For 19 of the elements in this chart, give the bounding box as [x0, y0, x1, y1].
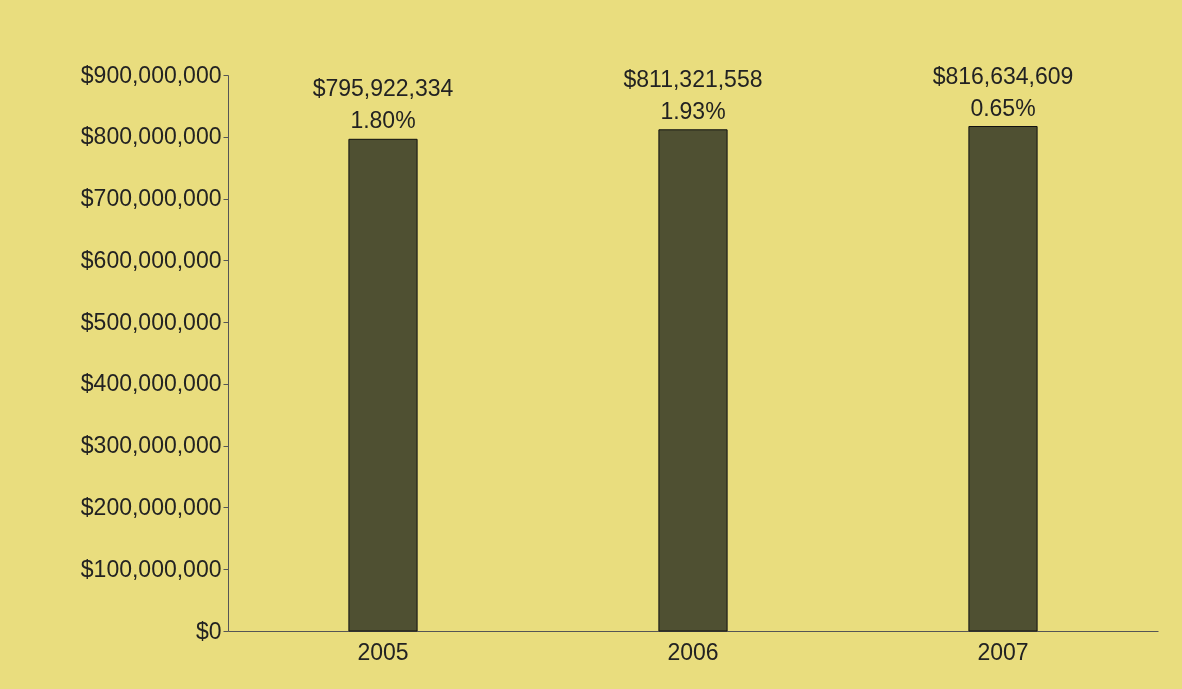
y-tick-label: $0 [195, 617, 222, 644]
y-tick-label: $200,000,000 [80, 493, 222, 520]
y-tick-label: $600,000,000 [80, 246, 222, 273]
y-tick-label: $500,000,000 [80, 308, 222, 335]
data-label: $816,634,609 [932, 62, 1074, 89]
annotation: 1.80% [350, 107, 416, 134]
y-tick-label: $100,000,000 [80, 555, 222, 582]
y-tick-label: $800,000,000 [80, 123, 222, 150]
annotation: 0.65% [970, 94, 1036, 121]
data-label: $811,321,558 [623, 65, 763, 92]
y-tick-label: $900,000,000 [80, 61, 222, 88]
x-tick-label: 2005 [357, 638, 409, 665]
data-label: $795,922,334 [312, 75, 454, 102]
y-tick-label: $700,000,000 [80, 185, 222, 212]
y-tick-label: $300,000,000 [80, 432, 222, 459]
x-tick-label: 2006 [667, 638, 719, 665]
annotation: 1.93% [660, 97, 726, 124]
y-tick-label: $400,000,000 [80, 370, 222, 397]
x-tick-label: 2007 [977, 638, 1029, 665]
